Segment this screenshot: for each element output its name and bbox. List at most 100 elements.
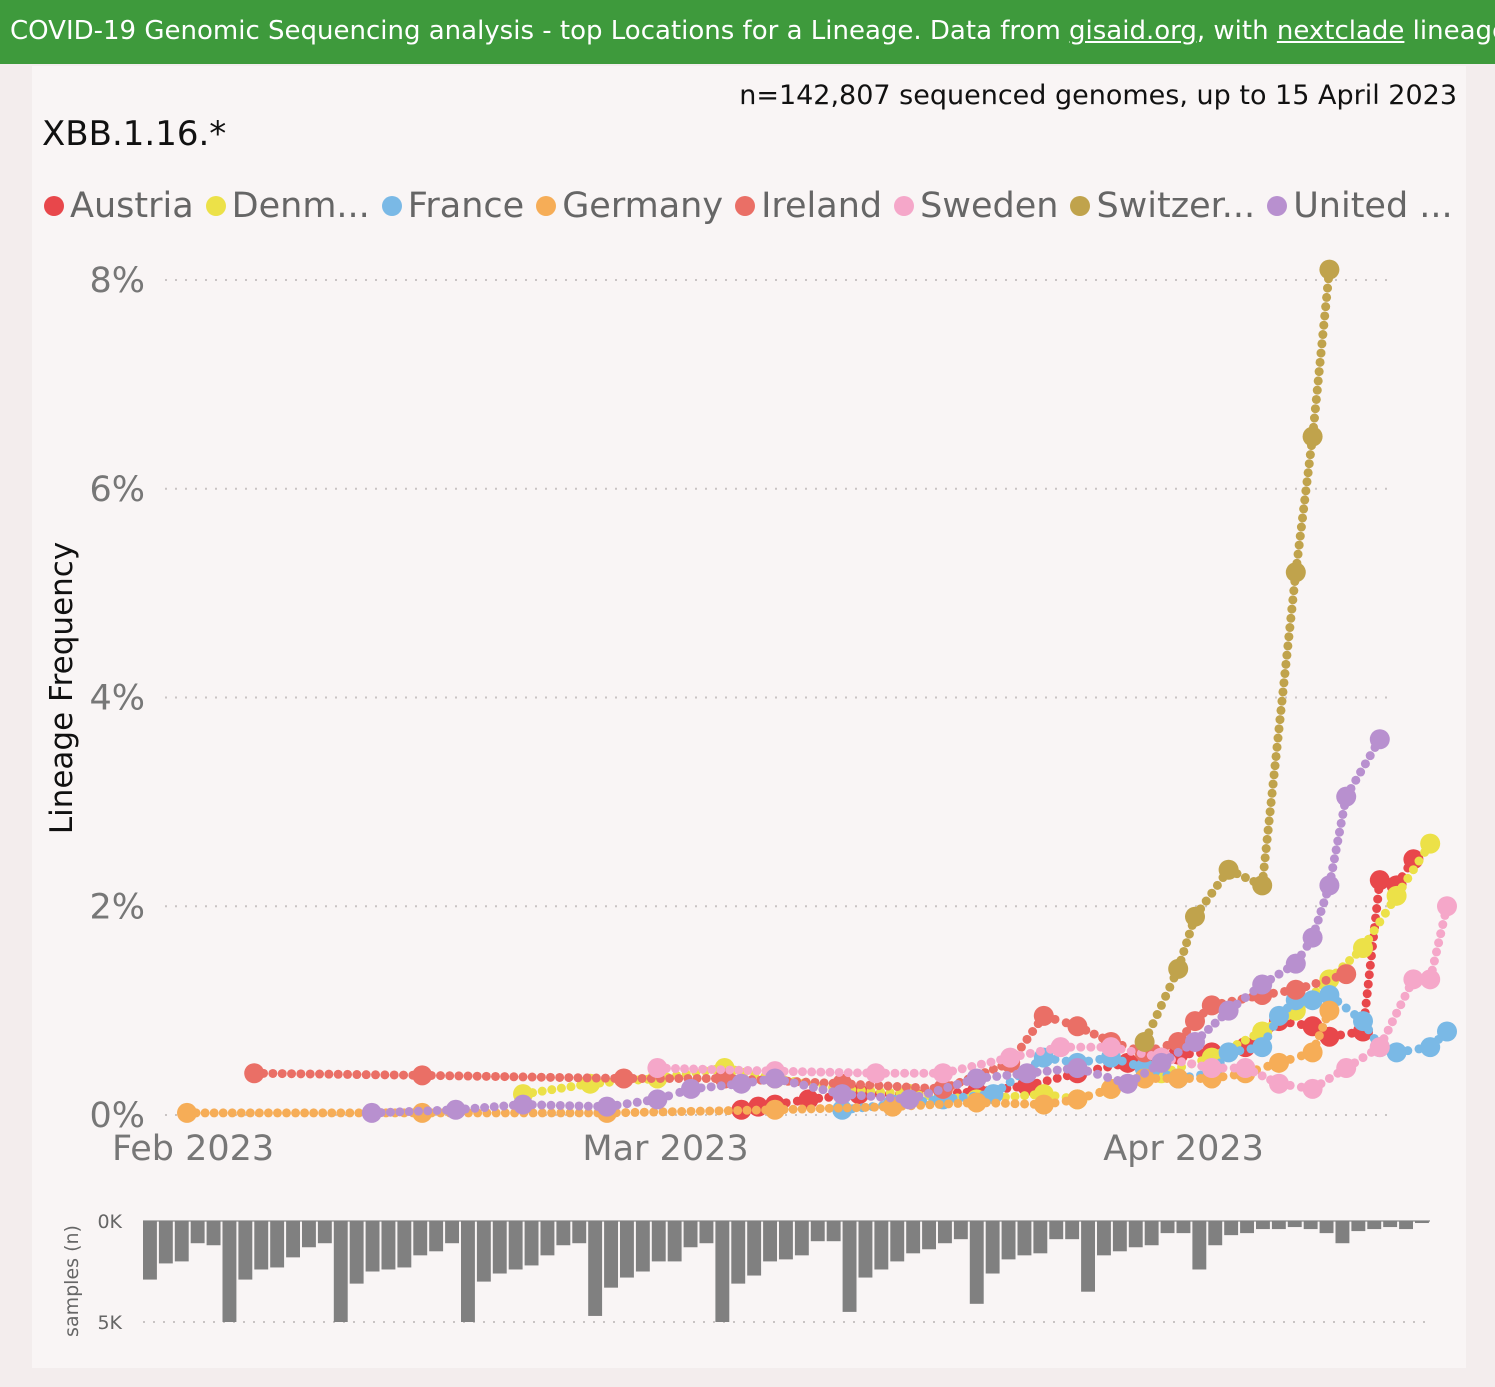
data-point[interactable] <box>1101 1037 1121 1058</box>
legend-item[interactable]: Sweden <box>894 186 1058 226</box>
samples-bar[interactable] <box>1287 1221 1302 1228</box>
data-point[interactable] <box>1017 1063 1037 1084</box>
data-point[interactable] <box>361 1102 382 1123</box>
samples-bar[interactable] <box>333 1221 348 1322</box>
data-point[interactable] <box>1420 1037 1441 1058</box>
data-point[interactable] <box>1252 974 1273 995</box>
data-point[interactable] <box>681 1078 701 1099</box>
samples-bar[interactable] <box>1065 1221 1080 1240</box>
data-point[interactable] <box>798 1089 819 1110</box>
data-point[interactable] <box>1218 1000 1239 1021</box>
samples-bar[interactable] <box>238 1221 253 1280</box>
data-point[interactable] <box>1285 953 1306 974</box>
data-point[interactable] <box>1420 833 1441 854</box>
samples-bar[interactable] <box>890 1221 905 1262</box>
samples-bar[interactable] <box>1128 1221 1143 1248</box>
data-point[interactable] <box>865 1063 886 1084</box>
samples-bar[interactable] <box>604 1221 618 1288</box>
legend-item[interactable]: United ... <box>1267 186 1453 226</box>
samples-bar[interactable] <box>1224 1221 1239 1236</box>
data-point[interactable] <box>1386 1042 1407 1063</box>
data-point[interactable] <box>1437 1021 1457 1042</box>
data-point[interactable] <box>1386 885 1407 906</box>
samples-bar[interactable] <box>302 1221 316 1248</box>
samples-bar[interactable] <box>1335 1221 1350 1244</box>
samples-bar[interactable] <box>572 1221 587 1244</box>
data-point[interactable] <box>1285 562 1306 583</box>
data-point[interactable] <box>899 1089 920 1110</box>
samples-bar[interactable] <box>222 1221 237 1322</box>
data-point[interactable] <box>647 1058 668 1079</box>
data-point[interactable] <box>1336 964 1357 985</box>
samples-bar[interactable] <box>254 1221 269 1270</box>
samples-bar[interactable] <box>1144 1221 1159 1246</box>
samples-bar[interactable] <box>969 1221 984 1304</box>
samples-bar[interactable] <box>508 1221 523 1270</box>
legend-item[interactable]: Denm... <box>205 186 370 226</box>
data-point[interactable] <box>1067 1016 1088 1037</box>
samples-bar[interactable] <box>938 1221 952 1244</box>
samples-bar[interactable] <box>874 1221 889 1270</box>
data-point[interactable] <box>1168 958 1189 979</box>
data-point[interactable] <box>832 1084 853 1105</box>
data-point[interactable] <box>1269 1005 1289 1026</box>
data-point[interactable] <box>765 1068 785 1089</box>
data-point[interactable] <box>1437 896 1457 917</box>
data-point[interactable] <box>1252 875 1273 896</box>
samples-bar[interactable] <box>779 1221 793 1260</box>
legend-item[interactable]: Austria <box>44 186 194 226</box>
data-point[interactable] <box>1117 1073 1138 1094</box>
samples-bar[interactable] <box>1240 1221 1254 1234</box>
data-point[interactable] <box>1353 1011 1373 1032</box>
legend-item[interactable]: Switzer... <box>1070 186 1255 226</box>
samples-bar[interactable] <box>1001 1221 1016 1260</box>
samples-bar[interactable] <box>953 1221 968 1240</box>
data-point[interactable] <box>1185 906 1205 927</box>
data-point[interactable] <box>1319 875 1340 896</box>
data-point[interactable] <box>731 1073 752 1094</box>
samples-bar[interactable] <box>826 1221 841 1242</box>
data-point[interactable] <box>1185 1031 1205 1052</box>
data-point[interactable] <box>1420 969 1441 990</box>
legend-item[interactable]: Germany <box>536 186 723 226</box>
data-point[interactable] <box>1369 870 1390 891</box>
samples-bar[interactable] <box>1112 1221 1127 1252</box>
samples-bar[interactable] <box>476 1221 491 1282</box>
data-point[interactable] <box>1353 938 1373 958</box>
samples-bar[interactable] <box>381 1221 396 1270</box>
samples-bar[interactable] <box>699 1221 714 1244</box>
samples-bar[interactable] <box>667 1221 682 1262</box>
data-point[interactable] <box>1050 1037 1071 1058</box>
data-point[interactable] <box>1201 1058 1222 1079</box>
gisaid-link[interactable]: gisaid.org <box>1069 16 1197 46</box>
samples-bar[interactable] <box>540 1221 555 1256</box>
samples-bar[interactable] <box>1049 1221 1064 1240</box>
samples-bar[interactable] <box>1319 1221 1334 1234</box>
data-point[interactable] <box>966 1092 987 1113</box>
data-point[interactable] <box>1302 426 1323 447</box>
data-point[interactable] <box>1269 1052 1289 1073</box>
data-point[interactable] <box>1319 259 1340 280</box>
samples-bar[interactable] <box>635 1221 650 1272</box>
data-point[interactable] <box>1218 859 1239 880</box>
samples-bar[interactable] <box>1399 1221 1413 1230</box>
legend-item[interactable]: Ireland <box>735 186 882 226</box>
samples-bar[interactable] <box>397 1221 412 1268</box>
samples-bar[interactable] <box>1271 1221 1286 1230</box>
data-point[interactable] <box>1302 1078 1323 1099</box>
samples-bar[interactable] <box>413 1221 428 1256</box>
samples-bar[interactable] <box>1415 1221 1429 1224</box>
samples-bar[interactable] <box>588 1221 603 1316</box>
data-point[interactable] <box>1403 969 1424 990</box>
data-point[interactable] <box>765 1099 785 1120</box>
data-point[interactable] <box>1369 729 1390 750</box>
samples-bar[interactable] <box>461 1221 475 1322</box>
samples-bar[interactable] <box>1367 1221 1382 1230</box>
samples-bar[interactable] <box>763 1221 777 1262</box>
legend-item[interactable]: France <box>381 186 524 226</box>
samples-bar[interactable] <box>1192 1221 1207 1270</box>
samples-bar[interactable] <box>1017 1221 1032 1256</box>
samples-bar[interactable] <box>794 1221 809 1256</box>
samples-bar[interactable] <box>317 1221 332 1244</box>
data-point[interactable] <box>1185 1011 1205 1032</box>
